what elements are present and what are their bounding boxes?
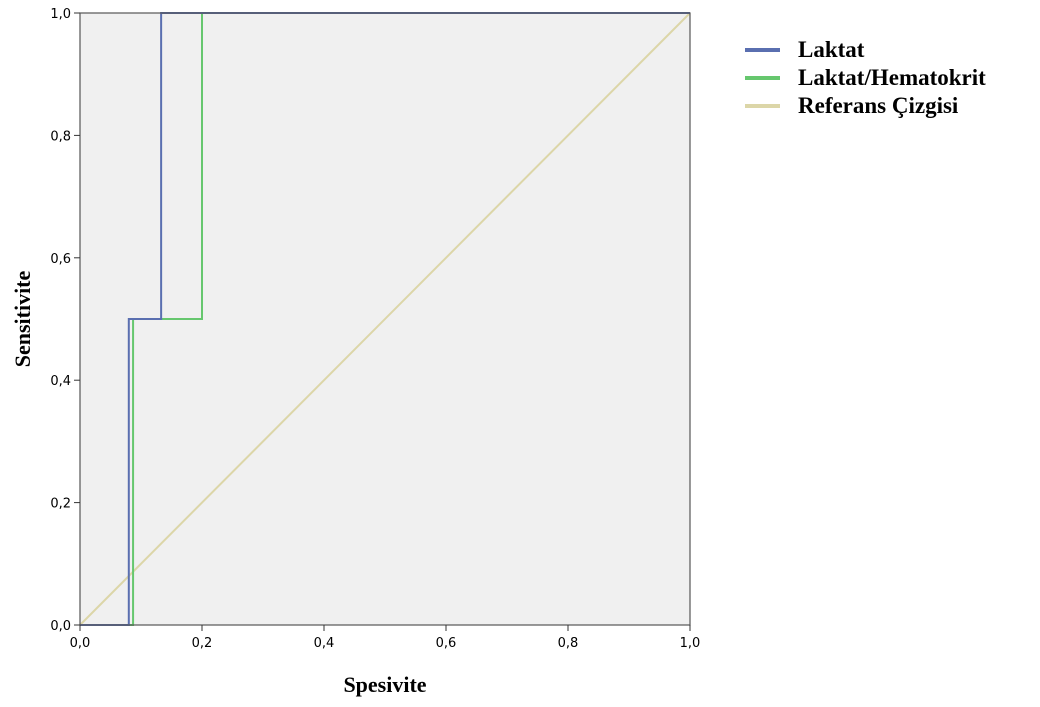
x-tick-label: 0,2: [192, 636, 213, 651]
y-tick-label: 1,0: [50, 7, 71, 22]
y-tick-label: 0,8: [50, 129, 71, 144]
y-tick-label: 0,4: [50, 374, 71, 389]
y-tick-label: 0,6: [50, 252, 71, 267]
x-tick-label: 0,0: [70, 636, 91, 651]
x-axis-title: Spesivite: [343, 672, 426, 697]
y-tick-label: 0,2: [50, 497, 71, 512]
legend-label-laktat-hematokrit: Laktat/Hematokrit: [798, 65, 986, 90]
x-tick-label: 0,8: [558, 636, 579, 651]
x-tick-label: 0,4: [314, 636, 335, 651]
plot-frame: [79, 12, 691, 626]
legend-label-laktat: Laktat: [798, 37, 865, 62]
x-tick-label: 0,6: [436, 636, 457, 651]
series-line-referans-izgisi: [79, 12, 691, 626]
plot-area: [79, 12, 691, 626]
y-axis-title: Sensitivite: [10, 270, 35, 367]
legend: Laktat Laktat/Hematokrit Referans Çizgisi: [745, 37, 986, 118]
y-tick-label: 0,0: [50, 619, 71, 634]
axes: 0,0 0,2 0,4 0,6 0,8 1,0 0,0 0,2 0,4 0,6 0,8 1,0 Spes…: [10, 7, 700, 697]
legend-label-referans-izgisi: Referans Çizgisi: [798, 93, 959, 118]
x-tick-label: 1,0: [680, 636, 701, 651]
